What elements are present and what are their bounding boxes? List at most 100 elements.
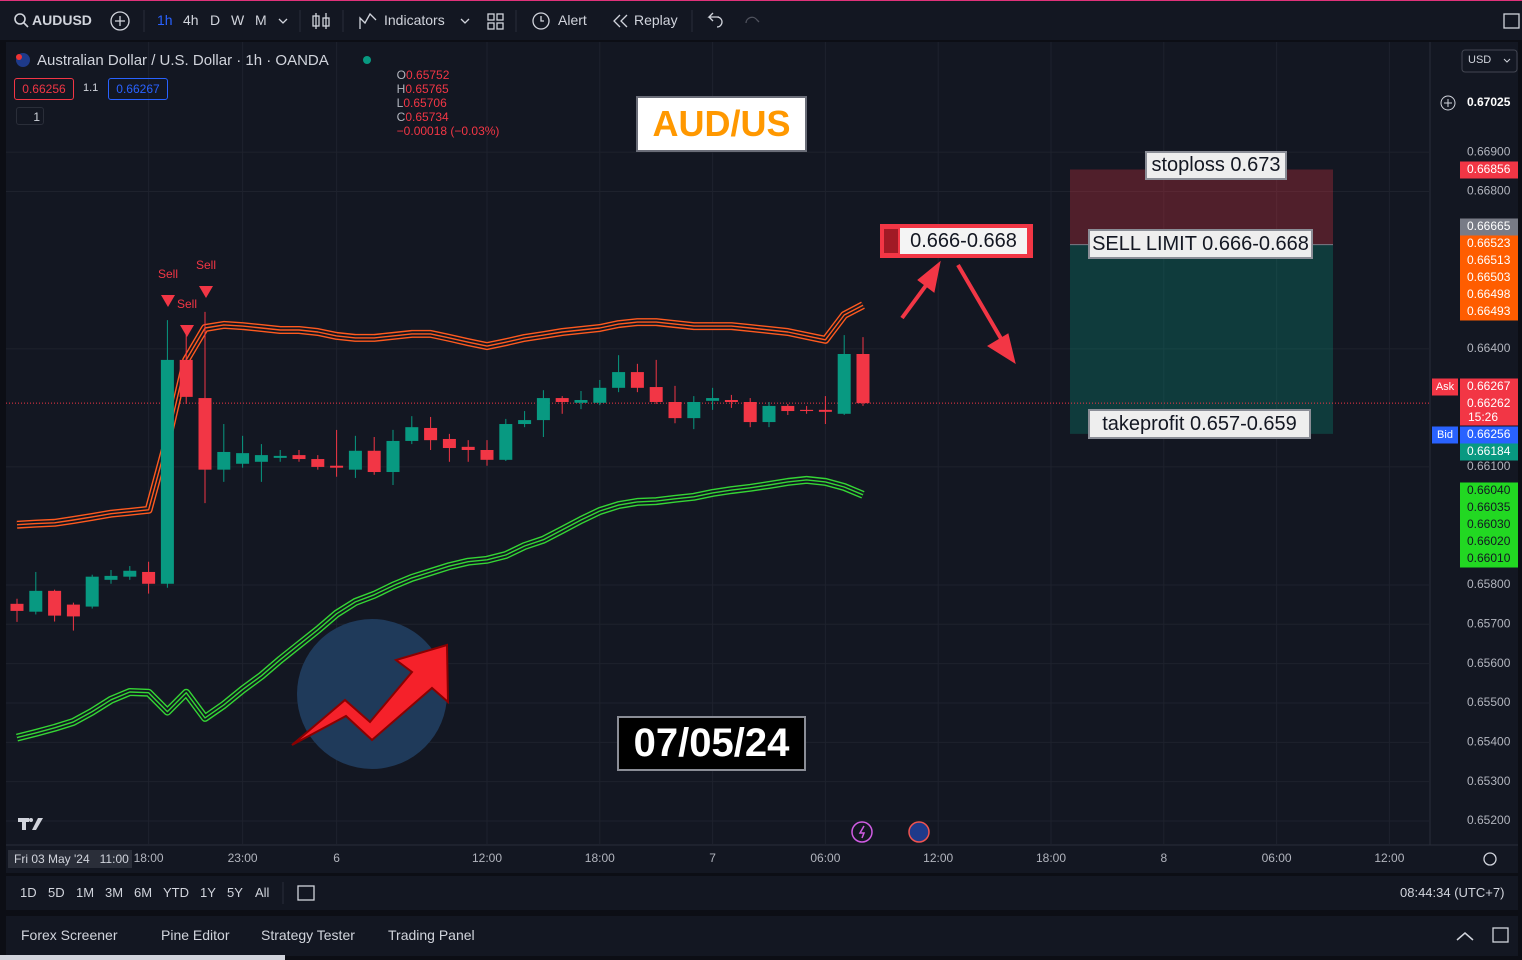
alert-icon[interactable] (532, 12, 550, 30)
range[interactable]: All (255, 885, 270, 900)
y-tick-label: 0.65500 (1467, 695, 1511, 709)
candle-body (612, 372, 626, 388)
interval[interactable]: W (231, 12, 245, 28)
candle-body (123, 570, 137, 577)
annotation[interactable]: SELL LIMIT 0.666-0.668 (1088, 229, 1313, 259)
range[interactable]: 1Y (200, 885, 216, 900)
redo[interactable] (745, 16, 760, 24)
footer-tab[interactable]: Strategy Tester (261, 927, 355, 943)
signal-label: Sell (177, 297, 197, 311)
tv-logo (18, 818, 43, 830)
ohlc-value: 0.65765 (405, 82, 449, 96)
currency-box[interactable] (1461, 49, 1518, 73)
price-label: 0.66665 (1467, 219, 1511, 233)
alert-icon (540, 16, 544, 22)
range[interactable]: 1D (20, 885, 37, 900)
range[interactable]: 3M (105, 885, 124, 900)
alert[interactable]: Alert (558, 12, 587, 28)
x-tick-label: 18:00 (1036, 851, 1066, 865)
ohlc-key: H (396, 82, 406, 96)
candle-body (273, 455, 287, 458)
price-label: 0.66493 (1467, 304, 1511, 318)
candle-body (386, 440, 400, 473)
signal-marker (161, 295, 175, 307)
replay-icon[interactable] (613, 14, 628, 28)
annotation[interactable]: 07/05/24 (617, 716, 806, 771)
price-label: 0.66184 (1467, 444, 1511, 458)
y-tick-label: 0.65400 (1467, 734, 1511, 748)
add-level (1444, 99, 1452, 107)
event-icon[interactable] (851, 821, 873, 843)
annotation[interactable]: 0.666-0.668 (900, 228, 1027, 254)
y-tick-label: 0.65300 (1467, 774, 1511, 788)
price-label-box (1460, 252, 1518, 270)
range[interactable]: 1M (76, 885, 95, 900)
top-toolbar (0, 0, 1522, 40)
candle-body (66, 604, 80, 617)
candle-body (574, 400, 588, 403)
candle-body (630, 372, 644, 388)
price-label: 0.66035 (1467, 500, 1511, 514)
undo[interactable] (707, 12, 723, 28)
annotation[interactable]: stoploss 0.673 (1145, 151, 1287, 180)
footer-tab[interactable]: Pine Editor (161, 927, 230, 943)
collapse[interactable] (1456, 932, 1474, 941)
layers-toggle[interactable]: 1 (16, 107, 44, 125)
ohlc-key: C (396, 110, 406, 124)
event-icon[interactable] (908, 821, 930, 843)
layout-icon[interactable] (487, 13, 504, 30)
candle-body (442, 438, 456, 449)
candle-body (142, 571, 156, 584)
range[interactable]: 6M (134, 885, 153, 900)
x-tick-label: 12:00 (1374, 851, 1404, 865)
buy-button[interactable]: 0.66267 (108, 78, 168, 100)
symbol-title: Australian Dollar / U.S. Dollar · 1h · O… (37, 52, 329, 69)
signal-label: Sell (196, 258, 216, 272)
x-tick-label: 06:00 (810, 851, 840, 865)
x-tick-label: 18:00 (585, 851, 615, 865)
candle-body (330, 465, 344, 468)
footer-tab[interactable]: Trading Panel (388, 927, 475, 943)
candle-body (160, 359, 174, 584)
chevron[interactable] (278, 18, 288, 24)
x-tick-label: 18:00 (134, 851, 164, 865)
currency[interactable]: USD (1468, 54, 1492, 66)
settings[interactable] (1483, 852, 1497, 866)
indicators-icon[interactable] (359, 12, 377, 29)
candle-body (743, 401, 757, 423)
interval[interactable]: 4h (183, 12, 199, 28)
range[interactable]: YTD (163, 885, 189, 900)
x-tick-label: 23:00 (228, 851, 258, 865)
candle-body (480, 449, 494, 460)
candle-body (781, 405, 795, 412)
candle-body (104, 575, 118, 580)
candle-body (405, 427, 419, 441)
y-tick-label: 0.66800 (1467, 184, 1511, 198)
interval[interactable]: M (255, 12, 267, 28)
candle-body (555, 398, 569, 402)
search-icon[interactable] (14, 13, 26, 25)
annotation[interactable]: AUD/US (636, 96, 807, 152)
date-range[interactable] (297, 885, 315, 901)
candle-body (837, 353, 851, 414)
fullscreen[interactable] (1503, 13, 1520, 29)
sell-button[interactable]: 0.66256 (14, 78, 74, 100)
candle-body (762, 405, 776, 423)
replay[interactable]: Replay (634, 12, 678, 28)
range[interactable]: 5D (48, 885, 65, 900)
logo-arrow (291, 643, 450, 746)
symbol[interactable]: AUDUSD (32, 12, 92, 28)
event-icon (858, 825, 866, 839)
maximize[interactable] (1492, 927, 1509, 943)
interval[interactable]: 1h (157, 12, 173, 28)
annotation[interactable]: takeprofit 0.657-0.659 (1088, 409, 1311, 439)
indicators[interactable]: Indicators (384, 12, 445, 28)
add-symbol[interactable] (110, 11, 130, 31)
chevron[interactable] (460, 18, 470, 24)
interval[interactable]: D (210, 12, 221, 28)
range-bar (6, 876, 1518, 910)
footer-tab[interactable]: Forex Screener (21, 927, 118, 943)
candle-body (461, 446, 475, 450)
candle-body (217, 451, 231, 470)
range[interactable]: 5Y (227, 885, 243, 900)
